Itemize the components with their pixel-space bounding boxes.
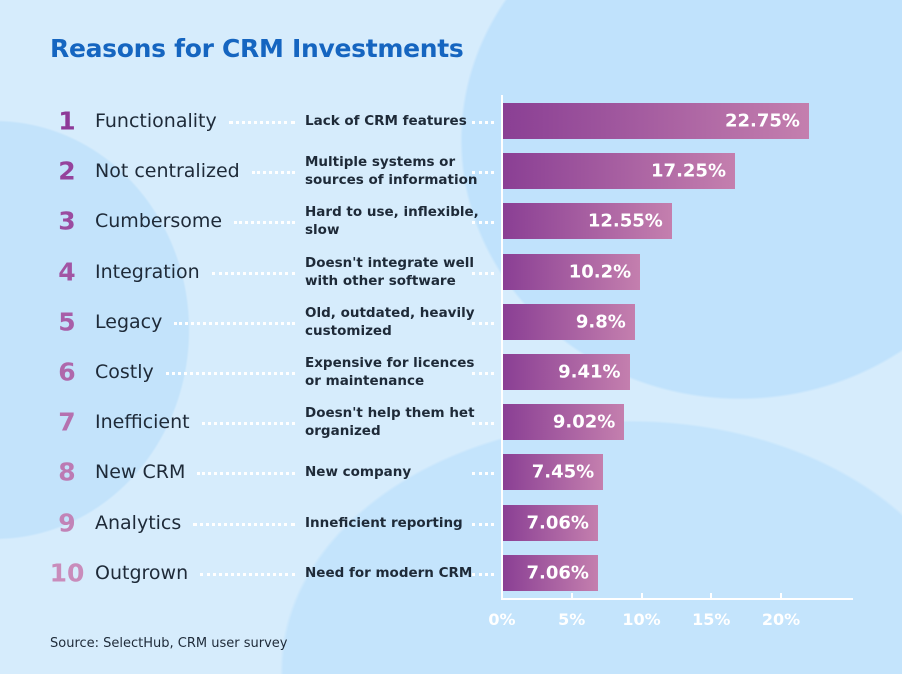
x-tick-label: 20%	[761, 610, 801, 629]
y-axis	[501, 95, 503, 600]
dotted-leader	[165, 372, 295, 375]
description-label: Multiple systems or sources of informati…	[305, 154, 478, 189]
category-label: New CRM	[95, 461, 186, 484]
value-label: 7.45%	[531, 461, 595, 483]
x-tick	[640, 593, 643, 600]
category-label: Costly	[95, 361, 154, 383]
bar-row: 9 Analytics Inneficient reporting 7.06%	[0, 498, 860, 548]
x-tick	[501, 593, 503, 600]
x-tick-label: 10%	[622, 610, 661, 629]
value-label: 9.41%	[558, 361, 621, 383]
bar: 17.25%	[503, 153, 735, 190]
value-label: 10.2%	[568, 261, 632, 283]
category-label: Legacy	[95, 310, 163, 333]
dotted-leader	[472, 372, 494, 375]
description-label: Expensive for licences or maintenance	[305, 355, 475, 389]
source-note: Source: SelectHub, CRM user survey	[50, 636, 288, 651]
category-label: Cumbersome	[95, 210, 223, 233]
rank-label: 10	[49, 558, 85, 588]
category-label: Outgrown	[95, 561, 189, 584]
rank-label: 5	[58, 307, 76, 337]
x-tick-label: 15%	[692, 610, 731, 629]
description-label: Doesn't integrate well with other softwa…	[305, 254, 475, 289]
bar-row: 7 Inefficient Doesn't help them het organi…	[0, 397, 860, 447]
bar-row: 10 Outgrown Need for modern CRM 7.06%	[0, 548, 860, 598]
value-label: 9.02%	[552, 411, 616, 433]
dotted-leader	[472, 422, 494, 426]
rank-label: 7	[58, 407, 76, 437]
rank-label: 3	[58, 206, 76, 236]
bar: 7.45%	[503, 454, 604, 491]
dotted-leader	[197, 472, 295, 476]
dotted-leader	[472, 271, 494, 275]
dotted-leader	[472, 171, 494, 175]
category-label: Not centralized	[95, 160, 240, 183]
chart-title: Reasons for CRM Investments	[50, 34, 464, 63]
dotted-leader	[193, 522, 295, 526]
bar: 12.55%	[503, 203, 672, 240]
dotted-leader	[472, 572, 494, 576]
rank-label: 4	[58, 257, 76, 287]
bar: 9.02%	[503, 404, 625, 441]
rank-label: 2	[58, 156, 76, 186]
bar: 9.41%	[503, 354, 630, 390]
category-label: Analytics	[95, 511, 182, 534]
dotted-leader	[211, 271, 295, 275]
x-tick	[570, 593, 573, 600]
value-label: 22.75%	[725, 110, 800, 132]
rank-label: 1	[58, 106, 76, 136]
dotted-leader	[234, 221, 295, 225]
category-label: Integration	[95, 260, 200, 283]
value-label: 7.06%	[526, 512, 589, 534]
value-label: 9.8%	[575, 311, 626, 333]
dotted-leader	[472, 472, 494, 476]
dotted-leader	[472, 522, 494, 526]
description-label: Old, outdated, heavily customized	[305, 304, 475, 339]
rank-label: 6	[58, 357, 76, 387]
description-label: New company	[305, 464, 412, 481]
x-tick-label: 0%	[488, 610, 516, 629]
dotted-leader	[228, 121, 295, 124]
x-tick	[780, 593, 782, 600]
category-label: Functionality	[95, 110, 217, 132]
bar-row: 1 Functionality Lack of CRM features 22.75%	[0, 96, 860, 146]
dotted-leader	[472, 321, 494, 325]
description-label: Hard to use, inflexible, slow	[305, 204, 479, 239]
value-label: 17.25%	[651, 160, 726, 182]
value-label: 12.55%	[587, 210, 663, 232]
rank-label: 9	[58, 508, 76, 538]
dotted-leader	[472, 121, 494, 124]
rank-label: 8	[58, 457, 76, 487]
x-tick-label: 5%	[558, 610, 586, 629]
bar: 10.2%	[503, 253, 641, 290]
bar: 9.8%	[503, 303, 635, 340]
dotted-leader	[200, 572, 295, 576]
bar-row: 5 Legacy Old, outdated, heavily customized…	[0, 297, 860, 347]
description-label: Lack of CRM features	[305, 113, 467, 129]
dotted-leader	[251, 171, 295, 175]
description-label: Doesn't help them het organized	[305, 405, 475, 440]
bar-row: 6 Costly Expensive for licences or mainten…	[0, 347, 860, 397]
value-label: 7.06%	[526, 562, 589, 584]
bar-row: 8 New CRM New company 7.45%	[0, 447, 860, 497]
description-label: Need for modern CRM	[305, 564, 473, 581]
x-tick	[710, 593, 713, 600]
dotted-leader	[472, 221, 494, 225]
category-label: Inefficient	[95, 411, 190, 434]
dotted-leader	[201, 422, 295, 426]
x-axis	[501, 598, 853, 600]
dotted-leader	[174, 321, 295, 325]
bar: 7.06%	[503, 554, 598, 591]
bar-row: 2 Not centralized Multiple systems or sour…	[0, 146, 860, 196]
bar: 7.06%	[503, 504, 598, 541]
bar-row: 3 Cumbersome Hard to use, inflexible, slow…	[0, 196, 860, 246]
bar: 22.75%	[503, 103, 809, 139]
bar-row: 4 Integration Doesn't integrate well with …	[0, 247, 860, 297]
description-label: Inneficient reporting	[305, 514, 463, 531]
